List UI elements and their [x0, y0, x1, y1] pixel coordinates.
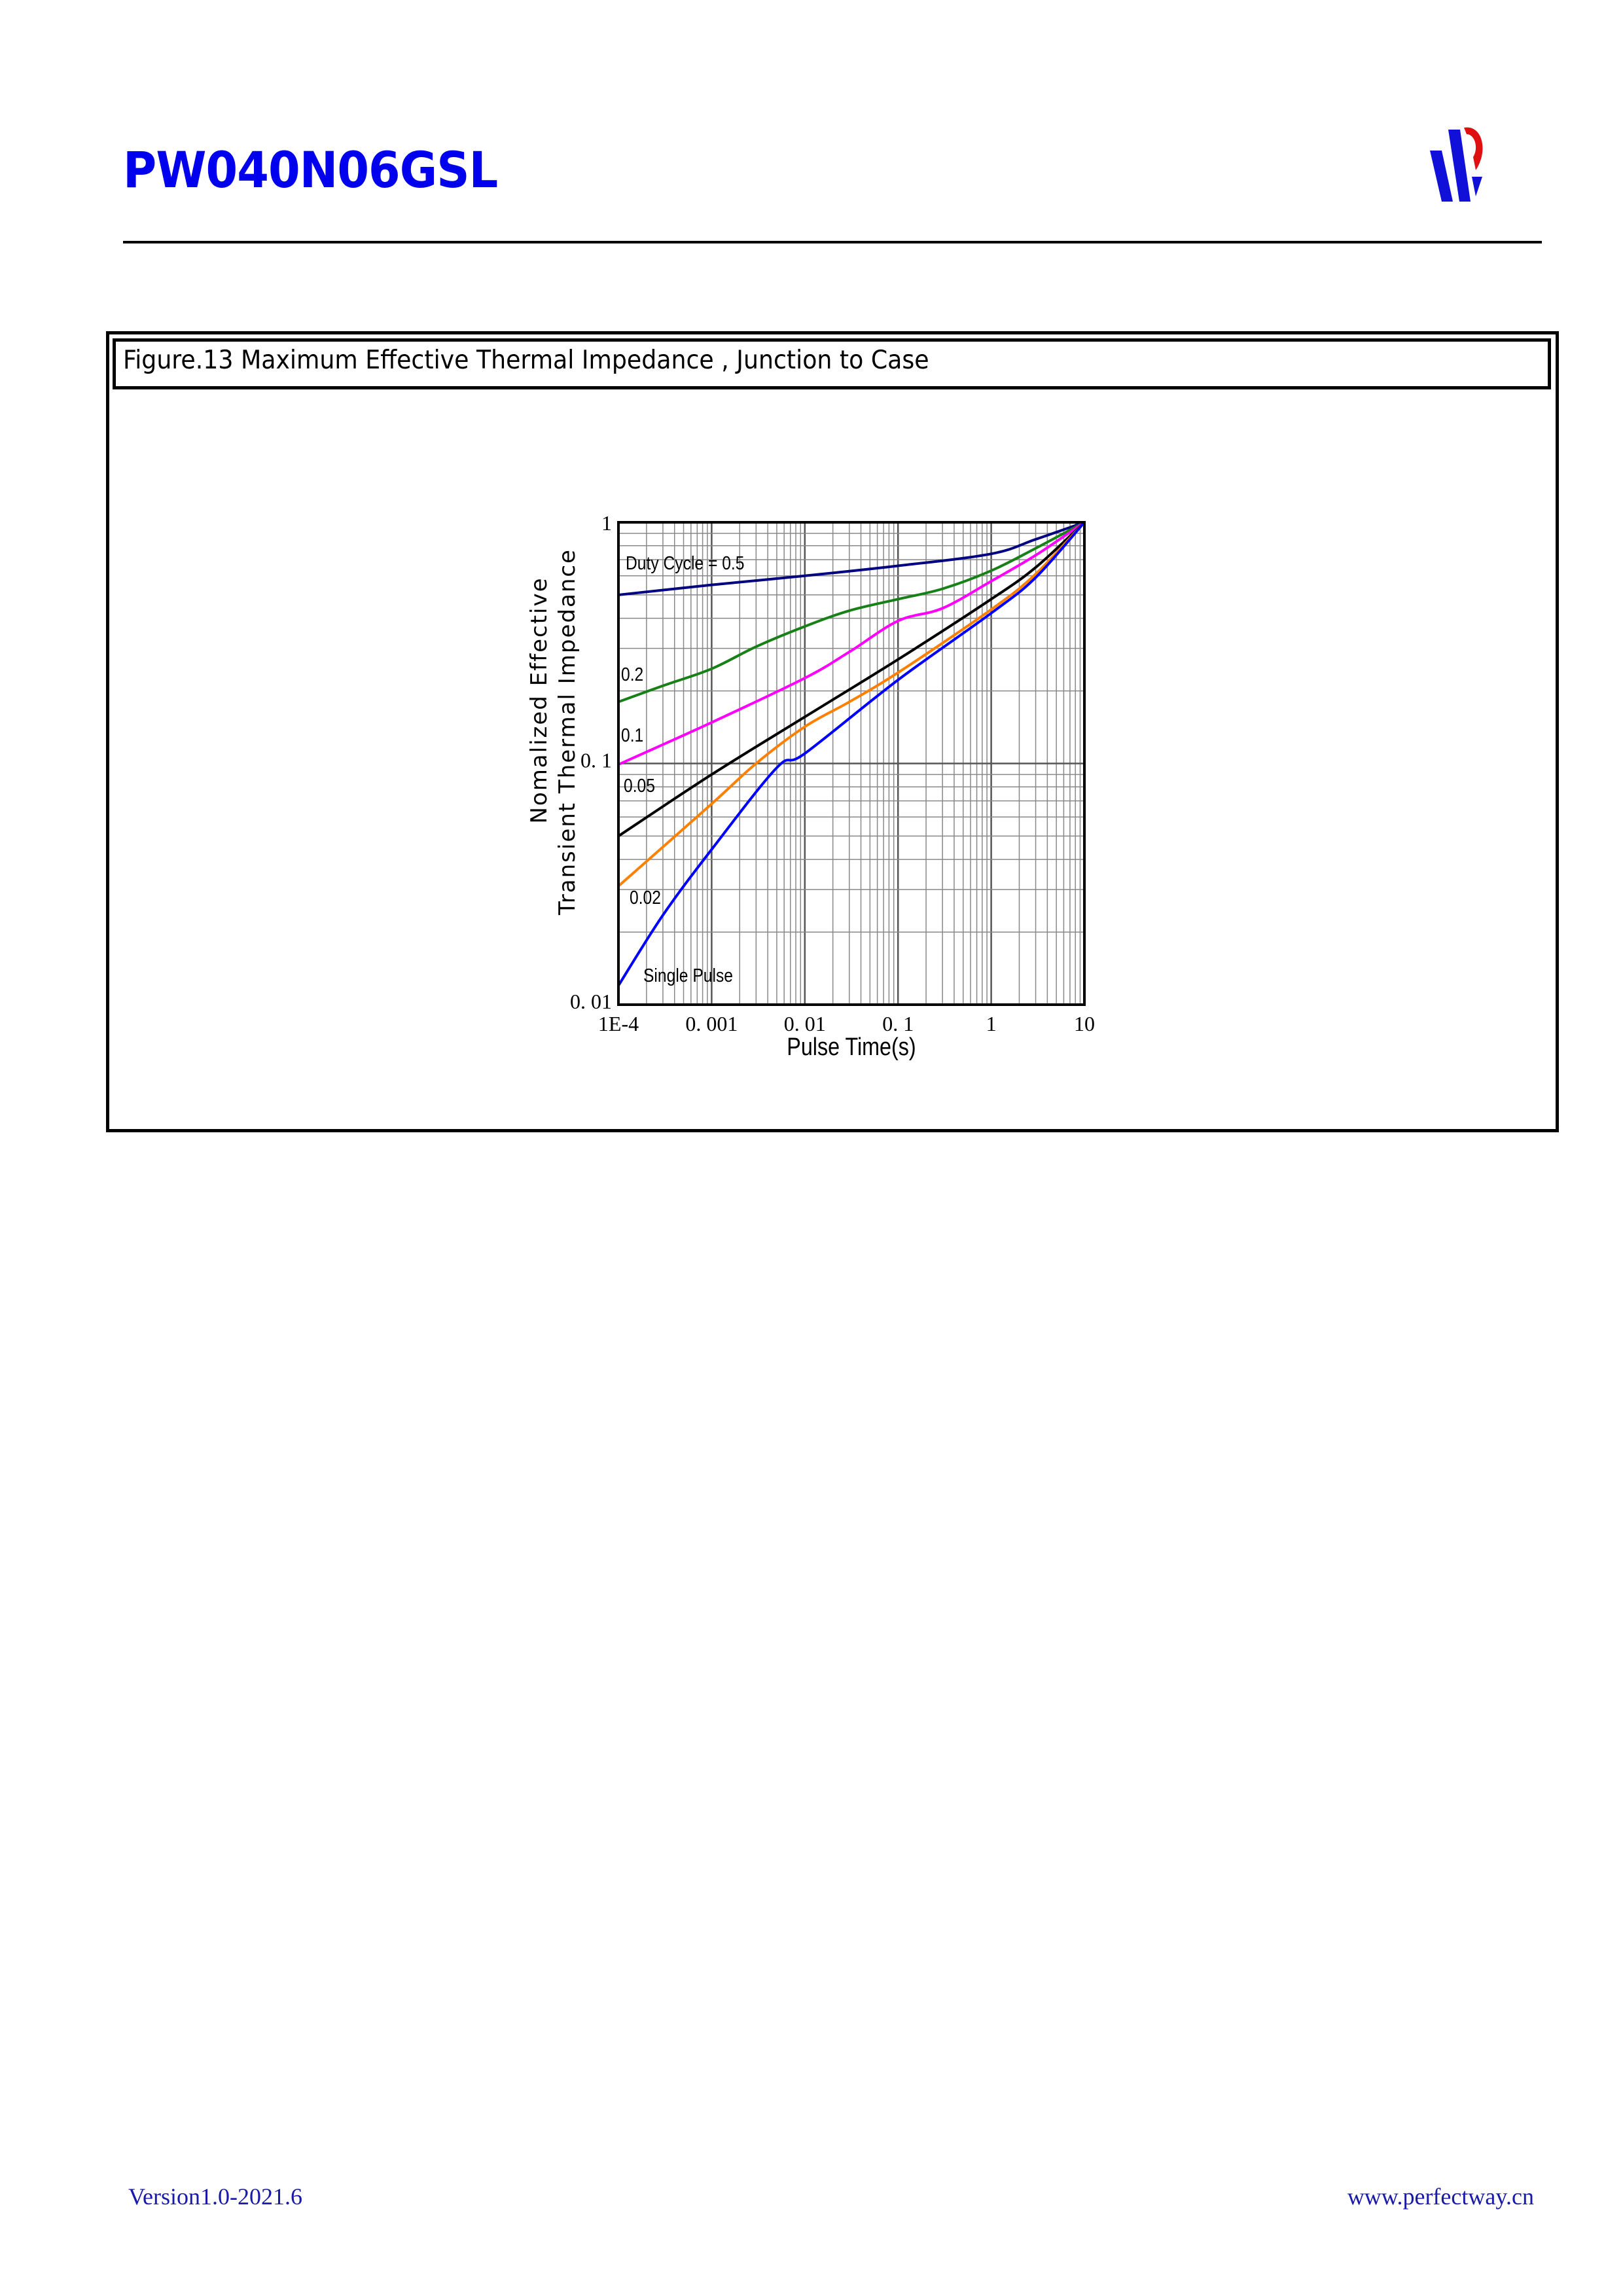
y-axis-label-line1: Nomalized Effective — [526, 577, 552, 823]
series-line-1 — [618, 521, 1085, 704]
x-tick-label: 1 — [986, 1012, 997, 1035]
series-line-2 — [618, 521, 1086, 766]
y-tick-label: 0. 01 — [570, 990, 612, 1013]
figure-frame — [106, 331, 1559, 1132]
series-lines — [617, 521, 1086, 986]
y-axis-label-line2: Transient Thermal Impedance — [554, 548, 580, 916]
series-label: Single Pulse — [643, 965, 733, 986]
company-logo — [1430, 127, 1483, 202]
series-label: Duty Cycle = 0.5 — [626, 552, 744, 573]
tick-labels: 1E-4 0. 001 0. 01 0. 1 1 10 0. 01 0. 1 1 — [570, 511, 1095, 1035]
document-title: PW040N06GSL — [123, 141, 498, 199]
series-line-4 — [617, 521, 1086, 888]
plot-frame — [617, 521, 1086, 1006]
series-line-0 — [618, 521, 1085, 596]
series-line-3 — [617, 521, 1086, 838]
series-label: 0.1 — [621, 725, 643, 745]
series-label: 0.02 — [630, 887, 661, 908]
x-tick-label: 1E-4 — [598, 1012, 639, 1035]
header-divider — [123, 241, 1542, 243]
series-label: 0.2 — [621, 664, 643, 685]
series-label: 0.05 — [624, 775, 655, 796]
footer-url[interactable]: www.perfectway.cn — [1347, 2183, 1534, 2210]
x-tick-label: 10 — [1074, 1012, 1095, 1035]
x-axis-label: Pulse Time(s) — [787, 1033, 916, 1061]
x-tick-label: 0. 001 — [685, 1012, 738, 1035]
series-line-5 — [617, 521, 1086, 986]
y-tick-label: 0. 1 — [580, 749, 612, 772]
series-labels: Duty Cycle = 0.5 0.2 0.1 0.05 0.02 Single Pul… — [621, 552, 744, 986]
x-tick-label: 0. 1 — [882, 1012, 914, 1035]
thermal-impedance-chart: 1E-4 0. 001 0. 01 0. 1 1 10 0. 01 0. 1 1 Duty Cy… — [526, 511, 1095, 1061]
y-tick-label: 1 — [601, 511, 612, 535]
figure-caption-box — [113, 338, 1551, 389]
footer-version: Version1.0-2021.6 — [128, 2183, 302, 2210]
figure-caption: Figure.13 Maximum Effective Thermal Impe… — [123, 346, 929, 375]
x-tick-label: 0. 01 — [784, 1012, 826, 1035]
